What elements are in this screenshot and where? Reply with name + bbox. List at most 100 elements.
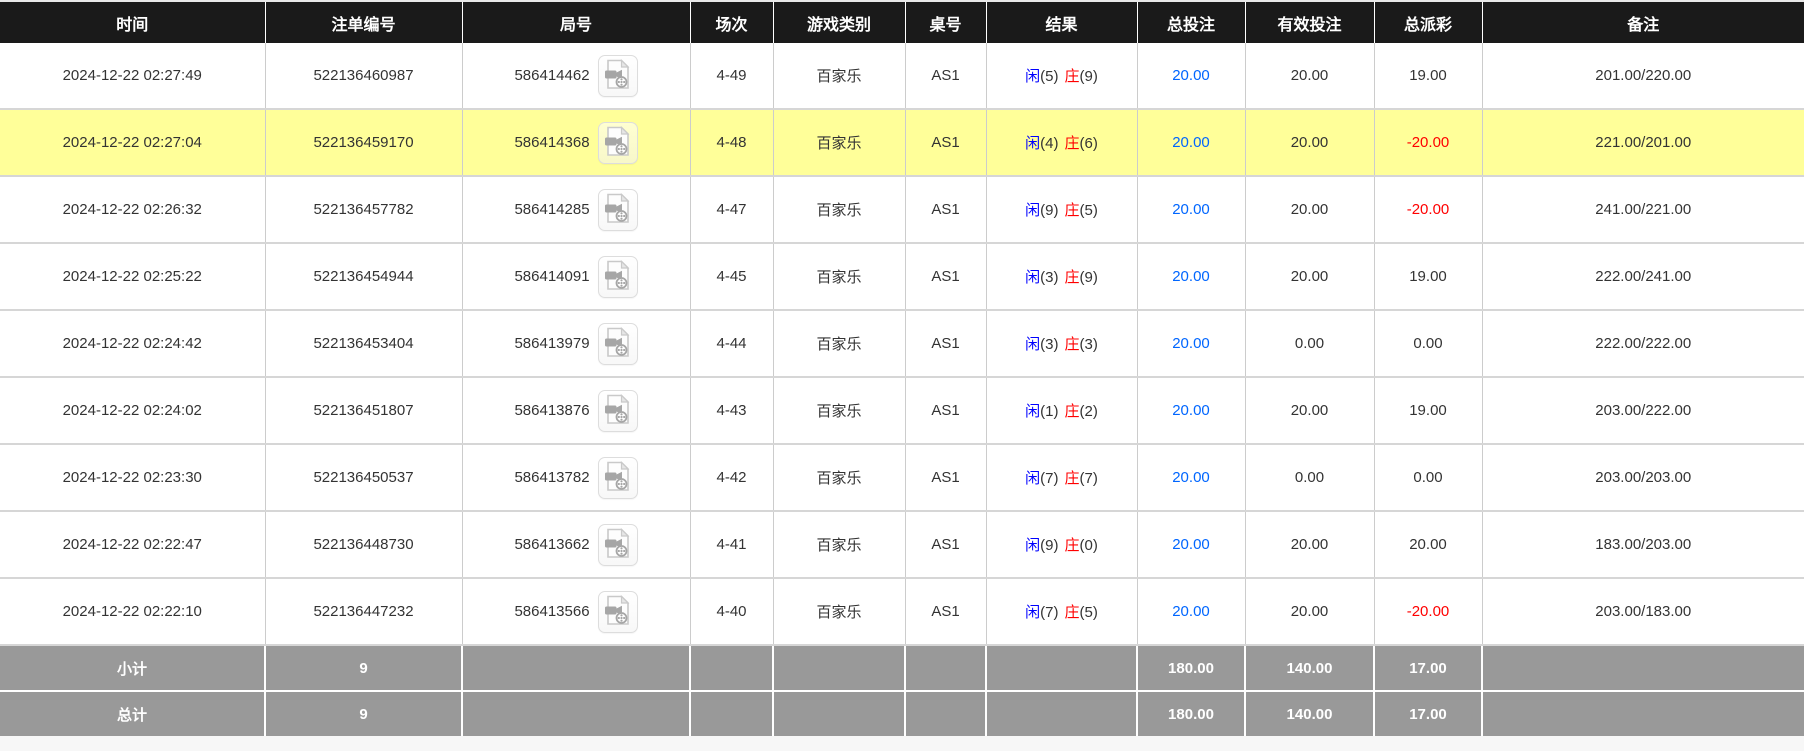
total-bet-cell[interactable]: 20.00 bbox=[1137, 511, 1246, 579]
summary-empty-cell bbox=[905, 644, 987, 691]
round-no-text: 586413782 bbox=[514, 469, 590, 486]
game-type-cell: 百家乐 bbox=[773, 243, 906, 311]
total-bet-cell[interactable]: 20.00 bbox=[1137, 43, 1246, 110]
time-cell: 2024-12-22 02:23:30 bbox=[0, 444, 266, 512]
round-no-cell: 586413566 bbox=[462, 578, 691, 646]
remark-cell: 222.00/241.00 bbox=[1482, 243, 1804, 311]
total-bet-cell[interactable]: 20.00 bbox=[1137, 578, 1246, 646]
result-cell: 闲(7) 庄(7) bbox=[986, 444, 1138, 512]
table-row[interactable]: 2024-12-22 02:27:49 522136460987 5864144… bbox=[0, 43, 1804, 110]
valid-bet-cell: 20.00 bbox=[1245, 578, 1375, 646]
round-no-text: 586414368 bbox=[514, 134, 590, 151]
table-summary: 小计 9 180.00 140.00 17.00 总计 9 180.00 140… bbox=[0, 644, 1804, 736]
table-no-cell: AS1 bbox=[905, 377, 987, 445]
video-replay-icon bbox=[604, 594, 631, 629]
summary-label-cell: 总计 bbox=[0, 690, 266, 736]
summary-empty-cell bbox=[462, 690, 691, 736]
col-header-result: 结果 bbox=[986, 0, 1138, 43]
summary-remark-cell bbox=[1482, 690, 1804, 736]
table-row[interactable]: 2024-12-22 02:24:42 522136453404 5864139… bbox=[0, 310, 1804, 378]
remark-cell: 183.00/203.00 bbox=[1482, 511, 1804, 579]
round-no-text: 586414091 bbox=[514, 268, 590, 285]
result-cell: 闲(9) 庄(5) bbox=[986, 176, 1138, 244]
player-score: (4) bbox=[1040, 135, 1059, 152]
total-payout-cell: 0.00 bbox=[1374, 444, 1483, 512]
banker-label: 庄 bbox=[1064, 537, 1080, 554]
banker-label: 庄 bbox=[1064, 269, 1080, 286]
bet-id-cell: 522136457782 bbox=[265, 176, 463, 244]
result-cell: 闲(4) 庄(6) bbox=[986, 109, 1138, 177]
summary-label-cell: 小计 bbox=[0, 644, 266, 691]
game-type-cell: 百家乐 bbox=[773, 43, 906, 110]
bet-id-cell: 522136451807 bbox=[265, 377, 463, 445]
table-row[interactable]: 2024-12-22 02:27:04 522136459170 5864143… bbox=[0, 109, 1804, 177]
valid-bet-cell: 0.00 bbox=[1245, 444, 1375, 512]
total-bet-cell[interactable]: 20.00 bbox=[1137, 377, 1246, 445]
round-no-text: 586413566 bbox=[514, 603, 590, 620]
player-score: (7) bbox=[1040, 470, 1059, 487]
total-payout-cell: 19.00 bbox=[1374, 377, 1483, 445]
col-header-game-type: 游戏类别 bbox=[773, 0, 906, 43]
video-replay-button[interactable] bbox=[597, 456, 638, 499]
result-cell: 闲(3) 庄(9) bbox=[986, 243, 1138, 311]
table-row[interactable]: 2024-12-22 02:23:30 522136450537 5864137… bbox=[0, 444, 1804, 512]
summary-row: 总计 9 180.00 140.00 17.00 bbox=[0, 690, 1804, 736]
video-replay-button[interactable] bbox=[597, 188, 638, 231]
video-replay-button[interactable] bbox=[597, 121, 638, 164]
banker-label: 庄 bbox=[1064, 202, 1080, 219]
col-header-time: 时间 bbox=[0, 0, 266, 43]
video-replay-button[interactable] bbox=[597, 54, 638, 97]
total-payout-cell: 19.00 bbox=[1374, 243, 1483, 311]
banker-label: 庄 bbox=[1064, 403, 1080, 420]
game-type-cell: 百家乐 bbox=[773, 109, 906, 177]
summary-empty-cell bbox=[986, 690, 1138, 736]
bet-id-cell: 522136459170 bbox=[265, 109, 463, 177]
table-row[interactable]: 2024-12-22 02:22:47 522136448730 5864136… bbox=[0, 511, 1804, 579]
game-type-cell: 百家乐 bbox=[773, 444, 906, 512]
video-replay-button[interactable] bbox=[597, 389, 638, 432]
banker-score: (0) bbox=[1079, 537, 1098, 554]
table-row[interactable]: 2024-12-22 02:22:10 522136447232 5864135… bbox=[0, 578, 1804, 646]
col-header-total-bet: 总投注 bbox=[1137, 0, 1246, 43]
bet-id-cell: 522136450537 bbox=[265, 444, 463, 512]
video-replay-button[interactable] bbox=[597, 523, 638, 566]
game-type-cell: 百家乐 bbox=[773, 578, 906, 646]
summary-empty-cell bbox=[773, 690, 906, 736]
session-cell: 4-49 bbox=[690, 43, 774, 110]
total-bet-cell[interactable]: 20.00 bbox=[1137, 176, 1246, 244]
table-no-cell: AS1 bbox=[905, 243, 987, 311]
total-payout-cell: -20.00 bbox=[1374, 109, 1483, 177]
table-row[interactable]: 2024-12-22 02:25:22 522136454944 5864140… bbox=[0, 243, 1804, 311]
video-replay-button[interactable] bbox=[597, 590, 638, 633]
time-cell: 2024-12-22 02:27:49 bbox=[0, 43, 266, 110]
valid-bet-cell: 20.00 bbox=[1245, 176, 1375, 244]
table-row[interactable]: 2024-12-22 02:24:02 522136451807 5864138… bbox=[0, 377, 1804, 445]
time-cell: 2024-12-22 02:27:04 bbox=[0, 109, 266, 177]
round-no-cell: 586413662 bbox=[462, 511, 691, 579]
video-replay-button[interactable] bbox=[597, 255, 638, 298]
table-body: 2024-12-22 02:27:49 522136460987 5864144… bbox=[0, 43, 1804, 646]
total-payout-cell: -20.00 bbox=[1374, 578, 1483, 646]
remark-cell: 222.00/222.00 bbox=[1482, 310, 1804, 378]
time-cell: 2024-12-22 02:22:47 bbox=[0, 511, 266, 579]
summary-count-cell: 9 bbox=[265, 644, 463, 691]
video-replay-icon bbox=[604, 393, 631, 428]
summary-total-bet-cell: 180.00 bbox=[1137, 644, 1246, 691]
player-score: (9) bbox=[1040, 537, 1059, 554]
table-row[interactable]: 2024-12-22 02:26:32 522136457782 5864142… bbox=[0, 176, 1804, 244]
player-label: 闲 bbox=[1025, 470, 1041, 487]
session-cell: 4-48 bbox=[690, 109, 774, 177]
total-bet-cell[interactable]: 20.00 bbox=[1137, 444, 1246, 512]
result-cell: 闲(3) 庄(3) bbox=[986, 310, 1138, 378]
round-no-text: 586413876 bbox=[514, 402, 590, 419]
time-cell: 2024-12-22 02:24:02 bbox=[0, 377, 266, 445]
video-replay-icon bbox=[604, 58, 631, 93]
total-bet-cell[interactable]: 20.00 bbox=[1137, 109, 1246, 177]
total-bet-cell[interactable]: 20.00 bbox=[1137, 310, 1246, 378]
video-replay-button[interactable] bbox=[597, 322, 638, 365]
summary-payout-cell: 17.00 bbox=[1374, 690, 1483, 736]
round-no-text: 586413979 bbox=[514, 335, 590, 352]
bet-id-cell: 522136454944 bbox=[265, 243, 463, 311]
total-bet-cell[interactable]: 20.00 bbox=[1137, 243, 1246, 311]
result-cell: 闲(5) 庄(9) bbox=[986, 43, 1138, 110]
